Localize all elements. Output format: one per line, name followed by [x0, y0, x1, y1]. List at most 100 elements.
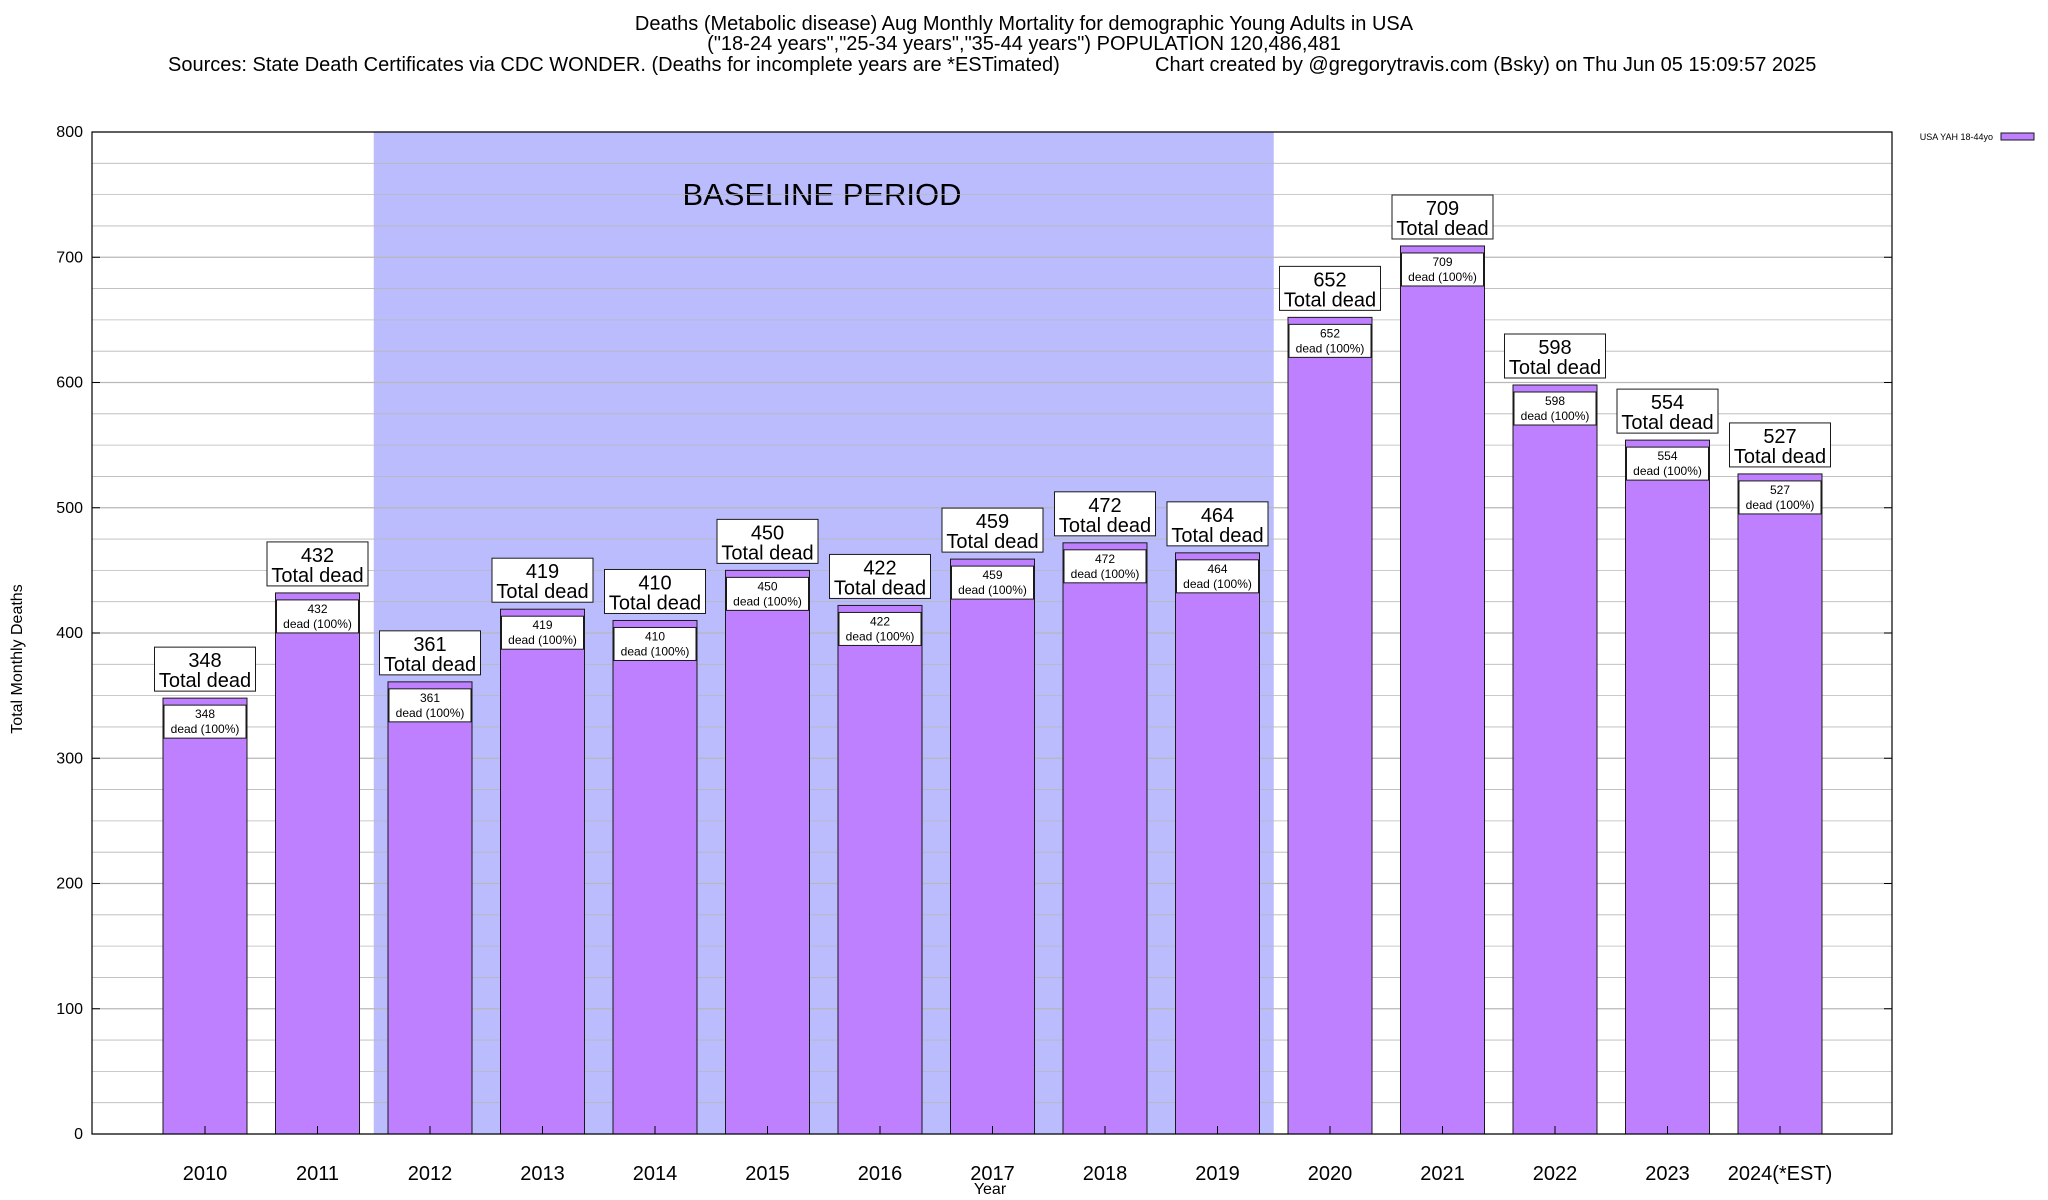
- legend-entry-label: USA YAH 18-44yo: [1920, 132, 1993, 142]
- inner-value-label: 361: [420, 691, 440, 705]
- inner-value-label: 464: [1207, 562, 1227, 576]
- inner-dead-label: dead (100%): [1296, 341, 1365, 355]
- inner-label-box: [726, 576, 809, 611]
- x-tick-label: 2023: [1645, 1163, 1690, 1185]
- x-tick-label: 2024(*EST): [1728, 1163, 1833, 1185]
- inner-dead-label: dead (100%): [1746, 498, 1815, 512]
- inner-dead-label: dead (100%): [1521, 409, 1590, 423]
- chart-title: Deaths (Metabolic disease) Aug Monthly M…: [0, 14, 2048, 54]
- x-tick-label: 2011: [296, 1163, 339, 1185]
- top-label-box: [1279, 265, 1381, 311]
- x-tick-label: 2013: [520, 1163, 565, 1185]
- top-total-dead-label: Total dead: [271, 565, 363, 587]
- inner-value-label: 459: [982, 568, 1002, 582]
- inner-value-label: 598: [1545, 394, 1565, 408]
- inner-label-box: [388, 688, 472, 723]
- legend: USA YAH 18-44yo: [1920, 132, 2035, 142]
- top-label-box: [941, 507, 1044, 553]
- top-total-dead-label: Total dead: [1284, 289, 1376, 311]
- y-tick-label: 100: [56, 1001, 83, 1018]
- x-tick-label: 2018: [1083, 1163, 1128, 1185]
- inner-value-label: 348: [195, 707, 215, 721]
- top-total-dead-label: Total dead: [159, 670, 251, 692]
- inner-value-label: 410: [645, 629, 665, 643]
- inner-label-box: [163, 704, 247, 739]
- top-value-label: 459: [976, 511, 1009, 533]
- x-tick-label: 2020: [1308, 1163, 1353, 1185]
- bar: [1625, 439, 1710, 1135]
- top-value-label: 450: [751, 522, 784, 544]
- bar: [1512, 384, 1598, 1135]
- inner-dead-label: dead (100%): [846, 629, 915, 643]
- top-total-dead-label: Total dead: [721, 542, 813, 564]
- chart-title-line-2: ("18-24 years","25-34 years","35-44 year…: [707, 33, 1341, 55]
- inner-value-label: 432: [307, 602, 327, 616]
- y-tick-label: 300: [56, 750, 83, 767]
- inner-dead-label: dead (100%): [283, 617, 352, 631]
- top-label-box: [1166, 501, 1269, 547]
- top-total-dead-label: Total dead: [834, 577, 926, 599]
- inner-value-label: 709: [1432, 255, 1452, 269]
- top-total-dead-label: Total dead: [1734, 446, 1826, 468]
- top-total-dead-label: Total dead: [384, 654, 476, 676]
- inner-dead-label: dead (100%): [396, 706, 465, 720]
- inner-label-box: [1288, 323, 1372, 358]
- bar: [1287, 316, 1373, 1135]
- top-label-box: [604, 568, 706, 614]
- y-tick-label: 800: [56, 124, 83, 141]
- chart-sources: Sources: State Death Certificates via CD…: [168, 54, 1060, 76]
- inner-dead-label: dead (100%): [1071, 567, 1140, 581]
- top-total-dead-label: Total dead: [1621, 412, 1713, 434]
- bar: [612, 619, 698, 1135]
- top-label-box: [1504, 333, 1606, 379]
- inner-label-box: [1401, 252, 1484, 287]
- top-value-label: 464: [1201, 505, 1234, 527]
- bar: [725, 569, 810, 1135]
- top-total-dead-label: Total dead: [1171, 525, 1263, 547]
- top-value-label: 472: [1088, 495, 1121, 517]
- top-label-box: [266, 541, 369, 587]
- top-value-label: 652: [1313, 269, 1346, 291]
- inner-dead-label: dead (100%): [1183, 577, 1252, 591]
- inner-label-box: [276, 599, 359, 634]
- top-value-label: 598: [1538, 337, 1571, 359]
- bar: [387, 681, 473, 1135]
- top-value-label: 432: [301, 545, 334, 567]
- inner-label-box: [1176, 559, 1259, 594]
- inner-label-box: [951, 565, 1034, 600]
- inner-label-box: [1063, 549, 1147, 584]
- top-value-label: 554: [1651, 392, 1684, 414]
- inner-value-label: 450: [757, 579, 777, 593]
- bar: [500, 608, 585, 1135]
- top-total-dead-label: Total dead: [496, 581, 588, 603]
- top-label-box: [379, 630, 481, 676]
- bar: [837, 604, 923, 1135]
- x-tick-label: 2012: [408, 1163, 453, 1185]
- inner-value-label: 472: [1095, 552, 1115, 566]
- inner-label-box: [613, 626, 697, 661]
- bar: [275, 592, 360, 1135]
- bar: [1400, 245, 1485, 1135]
- inner-label-box: [1626, 446, 1709, 481]
- inner-dead-label: dead (100%): [958, 583, 1027, 597]
- x-axis-label: Year: [974, 1181, 1007, 1198]
- inner-dead-label: dead (100%): [508, 633, 577, 647]
- inner-label-box: [1738, 480, 1822, 515]
- chart-title-line-1: Deaths (Metabolic disease) Aug Monthly M…: [634, 13, 1414, 35]
- inner-value-label: 527: [1770, 483, 1790, 497]
- inner-dead-label: dead (100%): [1408, 270, 1477, 284]
- y-tick-label: 700: [56, 249, 83, 266]
- inner-dead-label: dead (100%): [733, 594, 802, 608]
- inner-label-box: [1513, 391, 1597, 426]
- x-tick-label: 2014: [633, 1163, 678, 1185]
- top-value-label: 527: [1763, 426, 1796, 448]
- top-label-box: [1729, 422, 1831, 468]
- top-value-label: 709: [1426, 198, 1459, 220]
- bar: [1175, 552, 1260, 1135]
- x-tick-label: 2015: [745, 1163, 790, 1185]
- top-label-box: [1616, 388, 1719, 434]
- top-total-dead-label: Total dead: [1059, 515, 1151, 537]
- top-label-box: [829, 553, 931, 599]
- chart-credit: Chart created by @gregorytravis.com (Bsk…: [1155, 54, 1817, 76]
- inner-dead-label: dead (100%): [171, 722, 240, 736]
